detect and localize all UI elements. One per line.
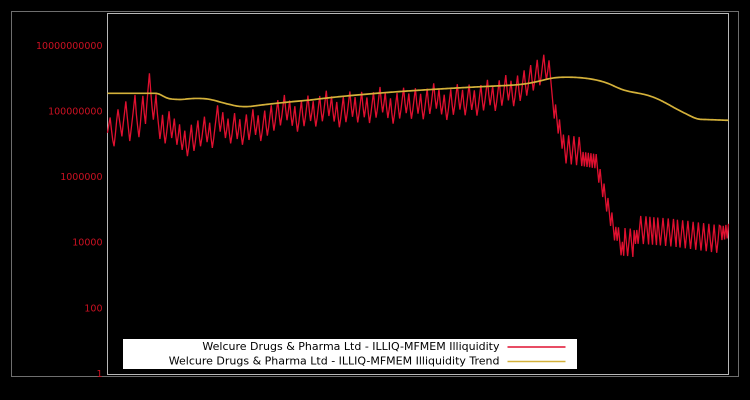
legend-label: Welcure Drugs & Pharma Ltd - ILLIQ-MFMEM… (202, 340, 500, 353)
y-axis-tick-labels: 1 100 10000 1000000 100000000 10000000000 (36, 41, 103, 380)
y-axis-tick-label: 100000000 (48, 106, 102, 117)
chart-legend[interactable]: Welcure Drugs & Pharma Ltd - ILLIQ-MFMEM… (122, 338, 578, 370)
y-axis-tick-label: 1000000 (60, 172, 102, 183)
y-axis-tick-label: 10000000000 (36, 41, 103, 52)
legend-background (122, 338, 578, 370)
series-line-illiquidity (106, 54, 730, 257)
y-axis-tick-label: 1 (96, 369, 102, 380)
y-axis-tick-label: 100 (84, 303, 102, 314)
figure-outer-border (11, 11, 739, 377)
plot-area (107, 13, 729, 375)
series-line-illiquidity-trend (107, 76, 729, 122)
data-series-group (106, 54, 730, 257)
legend-label: Welcure Drugs & Pharma Ltd - ILLIQ-MFMEM… (169, 355, 500, 368)
y-axis-tick-label: 10000 (72, 238, 102, 249)
